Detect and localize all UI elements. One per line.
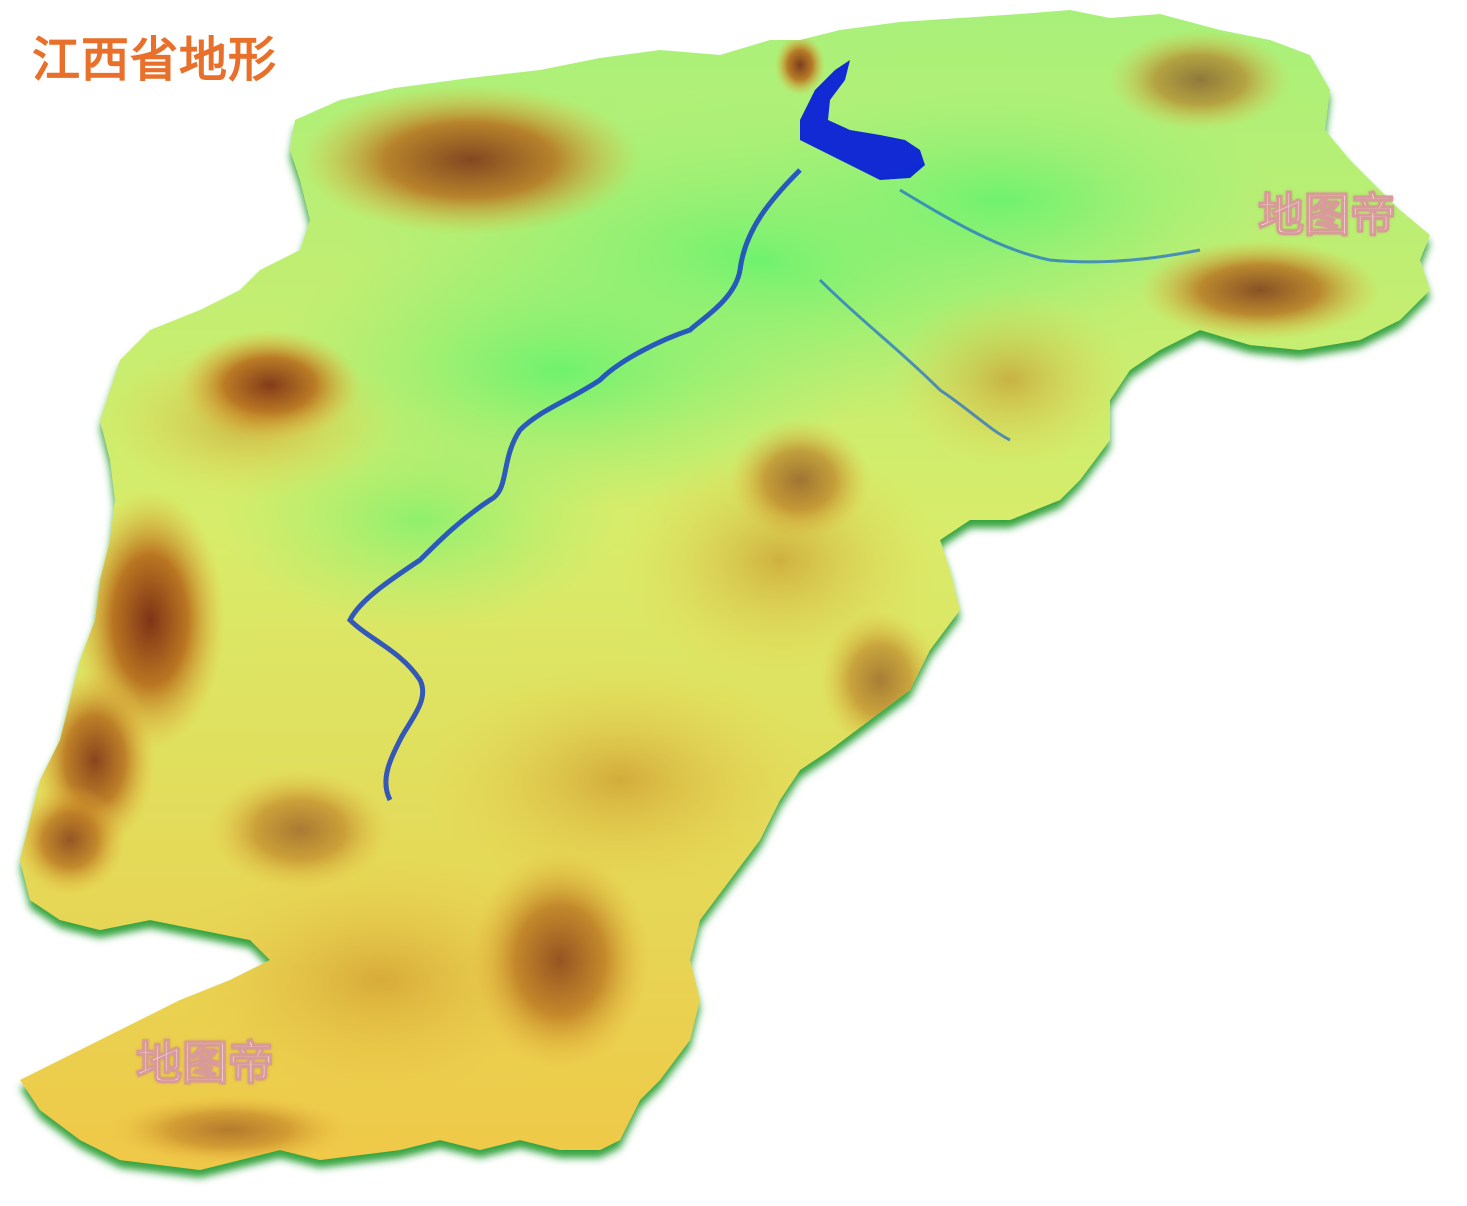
- gan-river: [346, 168, 802, 802]
- xin-river: [899, 188, 1201, 264]
- watermark-left: 地图帝: [135, 1036, 275, 1090]
- poyang-lake: [800, 60, 925, 180]
- watermark-right: 地图帝: [1257, 188, 1397, 242]
- map-title: 江西省地形: [32, 32, 278, 88]
- fu-river: [818, 278, 1011, 442]
